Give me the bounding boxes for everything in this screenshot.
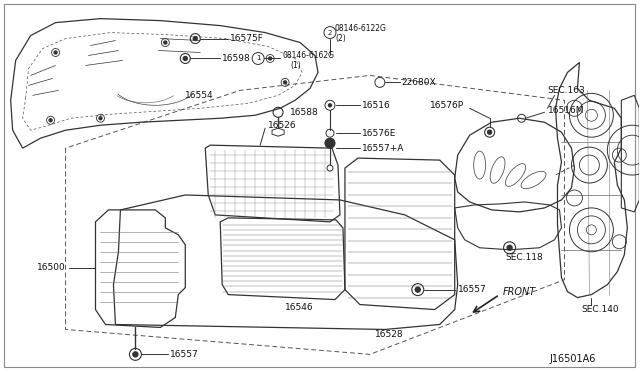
Text: 16516: 16516	[362, 101, 390, 110]
Text: 16557: 16557	[458, 285, 486, 294]
Text: 16557: 16557	[170, 350, 199, 359]
Text: 16557+A: 16557+A	[362, 144, 404, 153]
Text: SEC.163: SEC.163	[547, 86, 585, 95]
Text: 16546: 16546	[285, 303, 314, 312]
Circle shape	[99, 117, 102, 120]
Circle shape	[328, 104, 332, 107]
Text: 16516M: 16516M	[547, 106, 584, 115]
Text: SEC.118: SEC.118	[506, 253, 543, 262]
Text: 16528: 16528	[375, 330, 403, 339]
Circle shape	[269, 57, 271, 60]
Text: 16554: 16554	[186, 91, 214, 100]
Text: 16526: 16526	[268, 121, 297, 130]
Text: SEC.140: SEC.140	[581, 305, 619, 314]
Text: 16588: 16588	[290, 108, 319, 117]
Text: 16500: 16500	[37, 263, 65, 272]
Circle shape	[49, 119, 52, 122]
Text: FRONT: FRONT	[502, 286, 536, 296]
Text: 22680X: 22680X	[402, 78, 436, 87]
Circle shape	[183, 57, 188, 61]
Circle shape	[488, 130, 492, 134]
Circle shape	[54, 51, 57, 54]
Text: 16576P: 16576P	[430, 101, 464, 110]
Circle shape	[284, 81, 287, 84]
Text: 16598: 16598	[222, 54, 251, 63]
Text: 16575F: 16575F	[230, 34, 264, 43]
Text: 08146-6122G: 08146-6122G	[335, 24, 387, 33]
Circle shape	[193, 36, 197, 41]
Text: (1): (1)	[290, 61, 301, 70]
Text: 1: 1	[256, 55, 260, 61]
Text: 2: 2	[328, 30, 332, 36]
Circle shape	[507, 245, 512, 250]
Text: (2): (2)	[335, 34, 346, 43]
Text: 16576E: 16576E	[362, 129, 396, 138]
Circle shape	[325, 138, 335, 148]
Circle shape	[415, 287, 420, 292]
Text: 08146-6162G: 08146-6162G	[282, 51, 334, 60]
Circle shape	[133, 352, 138, 357]
Text: J16501A6: J16501A6	[550, 355, 596, 364]
Circle shape	[164, 41, 167, 44]
